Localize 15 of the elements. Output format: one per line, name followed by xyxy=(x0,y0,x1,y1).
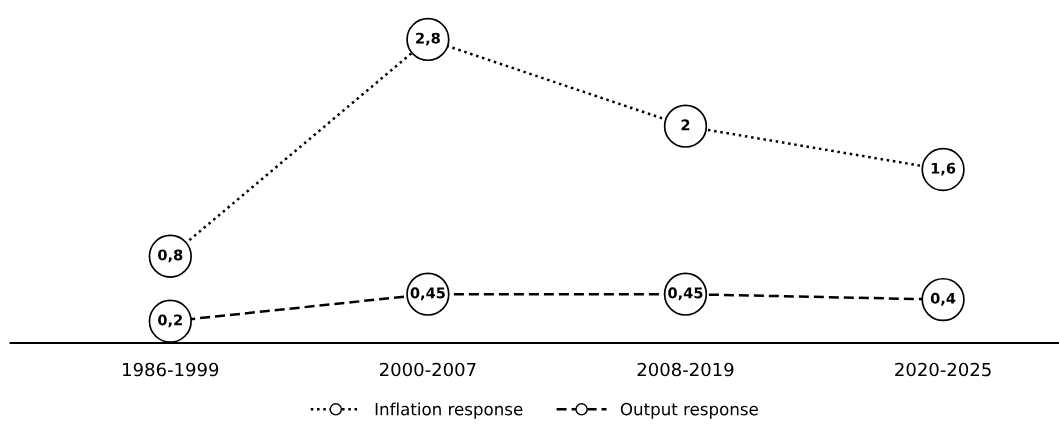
data-label: 0,45 xyxy=(410,287,445,301)
data-label: 2 xyxy=(681,119,690,131)
x-tick-label: 1986-1999 xyxy=(123,362,219,377)
x-tick-label: 2000-2007 xyxy=(380,362,476,377)
legend-label: Inflation response xyxy=(375,402,523,419)
data-label: 2,8 xyxy=(416,32,440,46)
data-label: 0,4 xyxy=(930,292,956,306)
legend-label: Output response xyxy=(620,402,758,419)
point xyxy=(663,104,708,148)
x-tick-label: 2020-2025 xyxy=(895,362,991,377)
data-label: 0,8 xyxy=(158,249,183,263)
data-label: 1,6 xyxy=(931,162,956,176)
data-label: 0,45 xyxy=(668,287,703,301)
x-tick-label: 2008-2019 xyxy=(637,362,734,377)
data-label: 0,2 xyxy=(158,314,182,328)
